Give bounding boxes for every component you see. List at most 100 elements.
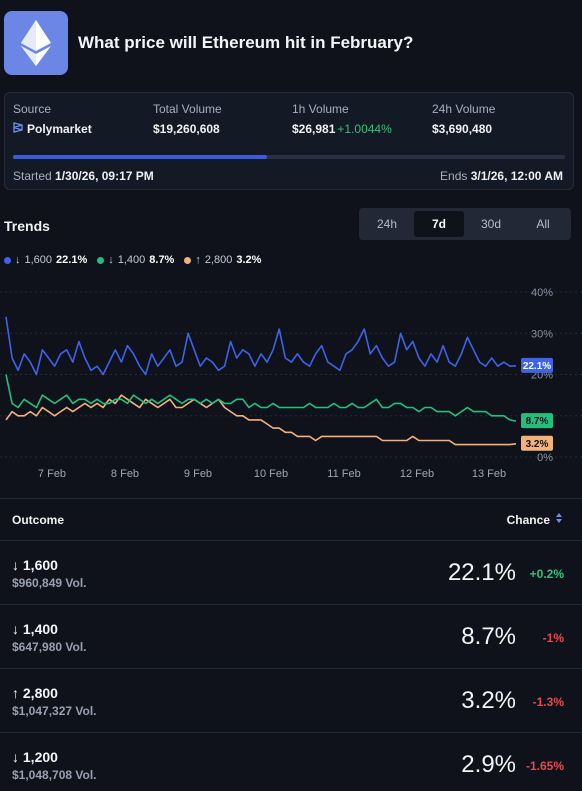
outcome-price: 1,400 (22, 621, 58, 637)
outcome-change: +0.2% (529, 567, 564, 581)
outcome-volume: $647,980 Vol. (12, 640, 87, 654)
series-end-label-text: 22.1% (523, 361, 551, 372)
outcome-volume: $1,048,708 Vol. (12, 768, 97, 782)
series-end-label-text: 3.2% (526, 439, 549, 450)
tab-7d[interactable]: 7d (414, 211, 464, 237)
x-tick-label: 11 Feb (327, 468, 360, 480)
chance-sort-button[interactable]: Chance (507, 512, 563, 527)
series-end-label: 3.2% (521, 435, 553, 451)
ends-label: Ends (440, 169, 468, 183)
legend-item-2800[interactable]: ↑ 2,800 3.2% (184, 254, 261, 266)
legend-label: 2,800 (204, 254, 233, 266)
started-date: Started 1/30/26, 09:17 PM (13, 169, 154, 183)
outcome-row[interactable]: ↓ 1,200 $1,048,708 Vol. 2.9% -1.65% (0, 733, 582, 791)
market-header: What price will Ethereum hit in February… (4, 10, 574, 76)
h1-volume-value: $26,981 (292, 122, 336, 136)
x-tick-label: 12 Feb (400, 468, 434, 480)
legend-item-1400[interactable]: ↓ 1,400 8.7% (97, 254, 174, 266)
legend-dot (184, 256, 192, 264)
ends-value: 3/1/26, 12:00 AM (470, 169, 563, 183)
trends-title: Trends (4, 218, 50, 234)
outcome-row[interactable]: ↓ 1,600 $960,849 Vol. 22.1% +0.2% (0, 541, 582, 605)
arrow-down-icon: ↓ (12, 749, 19, 765)
source-stat: Source Polymarket (13, 102, 92, 136)
trends-chart[interactable]: 40%30%20%0%7 Feb 8 Feb 9 Feb 10 Feb 11 Feb 12… (0, 280, 582, 485)
source-link[interactable]: Polymarket (27, 122, 92, 136)
tab-30d[interactable]: 30d (480, 217, 502, 231)
series-end-label-text: 8.7% (526, 416, 549, 427)
series-end-label-box (521, 435, 553, 451)
outcome-chance: 8.7% (461, 623, 516, 650)
series-end-label: 22.1% (521, 357, 553, 373)
tab-24h[interactable]: 24h (376, 217, 398, 231)
market-progress-bar (13, 155, 565, 159)
legend-value: 3.2% (236, 254, 262, 266)
ends-date: Ends 3/1/26, 12:00 AM (440, 169, 563, 183)
outcome-chance: 3.2% (461, 687, 516, 714)
outcome-table-header: Outcome Chance (0, 498, 582, 541)
h24-volume-label: 24h Volume (432, 102, 496, 116)
y-tick-label: 30% (531, 328, 553, 340)
outcome-chance: 2.9% (461, 751, 516, 778)
market-progress-fill (13, 155, 267, 159)
outcome-price: 2,800 (22, 685, 58, 701)
polymarket-icon (13, 122, 23, 136)
outcome-column-header: Outcome (12, 512, 65, 527)
outcome-volume: $960,849 Vol. (12, 576, 87, 590)
outcome-change: -1.3% (532, 695, 564, 709)
arrow-down-icon: ↓ (15, 254, 21, 266)
started-value: 1/30/26, 09:17 PM (55, 169, 154, 183)
legend-value: 22.1% (56, 254, 88, 266)
series-line-2800 (5, 394, 517, 446)
arrow-down-icon: ↓ (108, 254, 114, 266)
market-dates: Started 1/30/26, 09:17 PM Ends 3/1/26, 1… (13, 169, 563, 183)
outcome-name: ↓ 1,200 (12, 749, 58, 765)
y-tick-label: 0% (537, 452, 553, 464)
ethereum-icon (4, 11, 68, 75)
outcome-chance: 22.1% (447, 559, 516, 586)
x-tick-label: 13 Feb (472, 468, 506, 480)
outcome-change: -1% (542, 631, 564, 645)
outcome-volume: $1,047,327 Vol. (12, 704, 97, 718)
h24-volume-stat: 24h Volume $3,690,480 (432, 102, 495, 136)
outcome-list: ↓ 1,600 $960,849 Vol. 22.1% +0.2% ↓ 1,400 $64… (0, 541, 582, 791)
arrow-down-icon: ↓ (12, 621, 19, 637)
legend-dot (97, 256, 105, 264)
h1-volume-label: 1h Volume (292, 102, 349, 116)
total-volume-stat: Total Volume $19,260,608 (153, 102, 222, 136)
legend-value: 8.7% (149, 254, 175, 266)
series-line-1400 (5, 374, 517, 422)
arrow-up-icon: ↑ (12, 685, 19, 701)
tab-all[interactable]: All (536, 217, 550, 231)
market-stats-card: Source Polymarket Total Volume $19,260,6… (4, 92, 574, 190)
outcome-price: 1,200 (22, 749, 58, 765)
h24-volume-value: $3,690,480 (432, 122, 493, 136)
outcome-row[interactable]: ↑ 2,800 $1,047,327 Vol. 3.2% -1.3% (0, 669, 582, 733)
page-title: What price will Ethereum hit in February… (78, 33, 414, 52)
outcome-name: ↑ 2,800 (12, 685, 58, 701)
y-tick-label: 40% (531, 287, 553, 299)
outcome-row[interactable]: ↓ 1,400 $647,980 Vol. 8.7% -1% (0, 605, 582, 669)
total-volume-label: Total Volume (153, 102, 222, 116)
x-tick-label: 9 Feb (184, 468, 212, 480)
outcome-name: ↓ 1,600 (12, 557, 58, 573)
arrow-up-icon: ↑ (195, 254, 201, 266)
arrow-down-icon: ↓ (12, 557, 19, 573)
series-end-label-box (521, 357, 553, 373)
chart-legend: ↓ 1,600 22.1% ↓ 1,400 8.7% ↑ 2,800 3.2% (4, 254, 261, 266)
sort-icon (555, 512, 563, 527)
time-range-tabs: 24h 7d 30d All (359, 208, 571, 240)
legend-dot (4, 256, 11, 264)
legend-label: 1,600 (24, 254, 53, 266)
x-tick-label: 10 Feb (254, 468, 288, 480)
source-label: Source (13, 102, 52, 116)
legend-item-1600[interactable]: ↓ 1,600 22.1% (4, 254, 87, 266)
started-label: Started (13, 169, 52, 183)
series-end-label: 8.7% (521, 413, 553, 429)
total-volume-value: $19,260,608 (153, 122, 220, 136)
legend-label: 1,400 (117, 254, 146, 266)
outcome-name: ↓ 1,400 (12, 621, 58, 637)
series-line-1600 (5, 316, 517, 376)
x-tick-label: 7 Feb (38, 468, 66, 480)
h1-change-value: +1.0044% (337, 122, 392, 136)
